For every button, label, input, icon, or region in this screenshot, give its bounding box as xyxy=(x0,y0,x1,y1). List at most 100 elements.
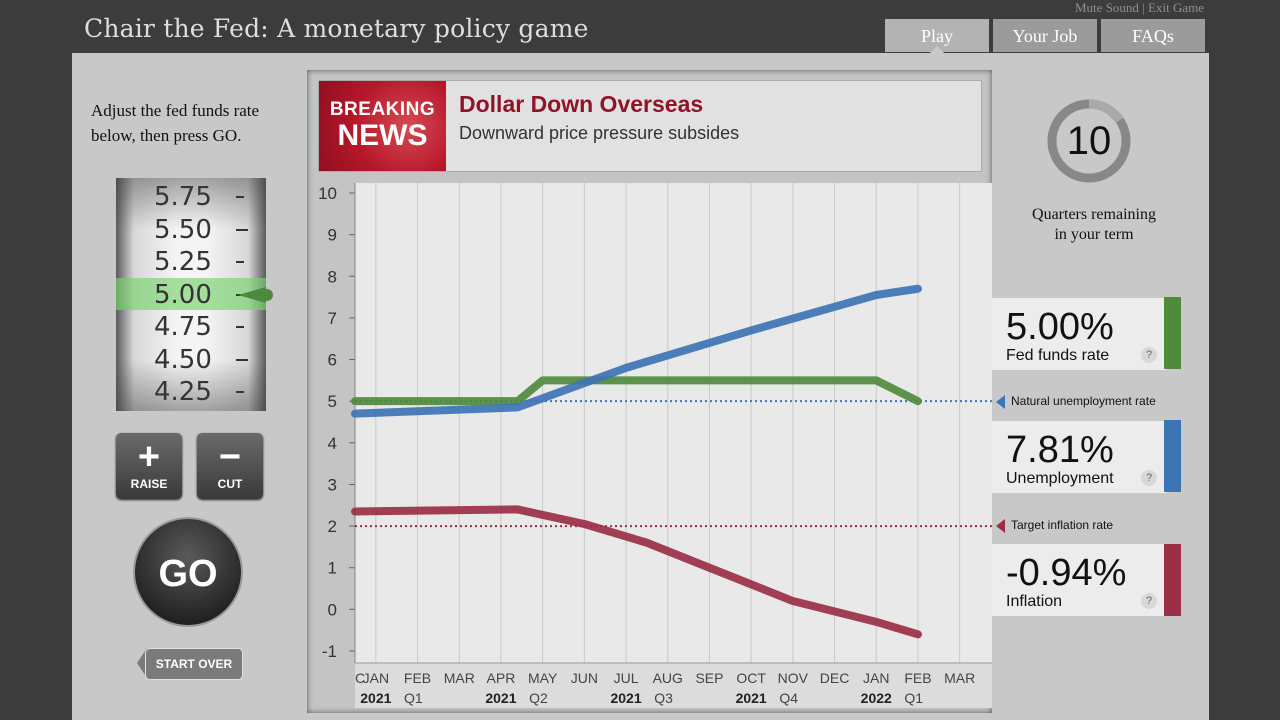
caption-line-1: Quarters remaining xyxy=(1032,206,1156,223)
news-headline: Dollar Down Overseas xyxy=(459,91,704,117)
timer-ring xyxy=(1047,99,1131,183)
instructions: Adjust the fed funds rate below, then pr… xyxy=(91,101,260,145)
x-month-label: APR xyxy=(487,670,516,686)
help-icon[interactable]: ? xyxy=(1141,347,1157,363)
y-tick-label: 0 xyxy=(328,600,337,619)
x-quarter-label: Q4 xyxy=(779,690,798,706)
go-button[interactable]: GO xyxy=(133,517,243,627)
x-month-label: FEB xyxy=(404,670,431,686)
y-tick-label: 6 xyxy=(328,351,337,370)
x-month-label: JAN xyxy=(363,670,389,686)
tab-your-job[interactable]: Your Job xyxy=(993,19,1097,52)
x-month-label: FEB xyxy=(904,670,931,686)
help-icon[interactable]: ? xyxy=(1141,593,1157,609)
dial-tick xyxy=(236,229,248,231)
breaking-news-badge: BREAKING NEWS xyxy=(319,81,446,171)
x-month-label: JUL xyxy=(614,670,639,686)
tab-faqs[interactable]: FAQs xyxy=(1101,19,1205,52)
badge-line-1: BREAKING xyxy=(329,99,436,120)
start-over-button[interactable]: START OVER xyxy=(145,648,243,680)
x-month-label: MAR xyxy=(944,670,975,686)
help-icon[interactable]: ? xyxy=(1141,470,1157,486)
inflation-value: -0.94% xyxy=(1006,552,1127,594)
dial-value: 5.00 xyxy=(154,280,212,310)
dial-value: 5.25 xyxy=(154,247,212,277)
dial-pointer-dot xyxy=(261,289,273,301)
dial-value: 5.50 xyxy=(154,215,212,245)
triangle-left-icon xyxy=(996,518,1005,533)
natural-unemployment-text: Natural unemployment rate xyxy=(1011,394,1156,408)
unemployment-color-bar xyxy=(1164,420,1181,492)
x-month-label: C xyxy=(355,670,365,686)
dial-value-row[interactable]: 5.50 xyxy=(116,213,266,245)
triangle-left-icon xyxy=(996,394,1005,409)
y-tick-label: 9 xyxy=(328,226,337,245)
cut-button[interactable]: − CUT xyxy=(197,433,263,499)
x-month-label: MAY xyxy=(528,670,558,686)
y-tick-label: 10 xyxy=(318,184,337,203)
link-separator: | xyxy=(1142,0,1145,15)
unemployment-value: 7.81% xyxy=(1006,429,1114,471)
x-year-label: 2021 xyxy=(610,690,641,706)
y-tick-label: -1 xyxy=(322,642,337,661)
dial-pointer-icon xyxy=(238,287,266,303)
breaking-news-box: BREAKING NEWS Dollar Down Overseas Downw… xyxy=(318,80,982,172)
series-line xyxy=(351,505,922,639)
dial-tick xyxy=(236,261,244,263)
dial-value: 5.75 xyxy=(154,182,212,212)
y-tick-label: 5 xyxy=(328,392,337,411)
dial-value: 4.75 xyxy=(154,312,212,342)
dial-value: 4.50 xyxy=(154,345,212,375)
mute-sound-link[interactable]: Mute Sound xyxy=(1075,0,1139,15)
x-quarter-label: Q1 xyxy=(904,690,923,706)
x-month-label: MAR xyxy=(444,670,475,686)
plot-background xyxy=(355,183,992,663)
minus-icon: − xyxy=(218,436,242,478)
caption-line-2: in your term xyxy=(1054,226,1134,243)
exit-game-link[interactable]: Exit Game xyxy=(1148,0,1204,15)
x-year-label: 2021 xyxy=(736,690,767,706)
dial-tick xyxy=(236,391,244,393)
fed-funds-label: Fed funds rate xyxy=(1006,347,1110,364)
x-month-label: AUG xyxy=(653,670,683,686)
fed-funds-color-bar xyxy=(1164,297,1181,369)
series-line xyxy=(351,376,922,406)
dial-value-row[interactable]: 5.75 xyxy=(116,180,266,212)
dial-value-row[interactable]: 4.25 xyxy=(116,375,266,407)
y-tick-label: 2 xyxy=(328,517,337,536)
x-axis-band xyxy=(355,663,992,708)
plus-icon: + xyxy=(137,436,161,478)
dial-tick xyxy=(236,359,248,361)
x-month-label: SEP xyxy=(695,670,723,686)
x-quarter-label: Q2 xyxy=(529,690,548,706)
dial-value: 4.25 xyxy=(154,377,212,407)
dial-value-row[interactable]: 5.25 xyxy=(116,245,266,277)
unemployment-stat: 7.81% Unemployment ? xyxy=(992,421,1167,493)
top-links: Mute Sound | Exit Game xyxy=(1075,0,1204,16)
active-tab-caret xyxy=(930,46,944,53)
y-tick-label: 7 xyxy=(328,309,337,328)
x-year-label: 2021 xyxy=(485,690,516,706)
y-tick-label: 4 xyxy=(328,434,337,453)
x-quarter-label: Q3 xyxy=(654,690,673,706)
x-month-label: DEC xyxy=(820,670,850,686)
x-month-label: OCT xyxy=(736,670,766,686)
raise-label: RAISE xyxy=(130,477,168,491)
series-line xyxy=(351,284,922,418)
cut-label: CUT xyxy=(217,477,243,491)
inflation-label: Inflation xyxy=(1006,593,1063,610)
x-month-label: JUN xyxy=(571,670,598,686)
start-over-arrow-icon[interactable] xyxy=(137,648,147,678)
fed-funds-stat: 5.00% Fed funds rate ? xyxy=(992,298,1167,370)
x-month-label: NOV xyxy=(778,670,809,686)
x-month-label: JAN xyxy=(863,670,889,686)
x-year-label: 2022 xyxy=(861,690,892,706)
dial-value-row[interactable]: 4.75 xyxy=(116,310,266,342)
quarters-remaining-caption: Quarters remaining in your term xyxy=(1010,205,1178,245)
raise-button[interactable]: + RAISE xyxy=(116,433,182,499)
target-inflation-label: Target inflation rate xyxy=(996,518,1113,533)
dial-value-row[interactable]: 4.50 xyxy=(116,343,266,375)
badge-line-2: NEWS xyxy=(337,119,428,152)
dial-tick xyxy=(236,326,244,328)
